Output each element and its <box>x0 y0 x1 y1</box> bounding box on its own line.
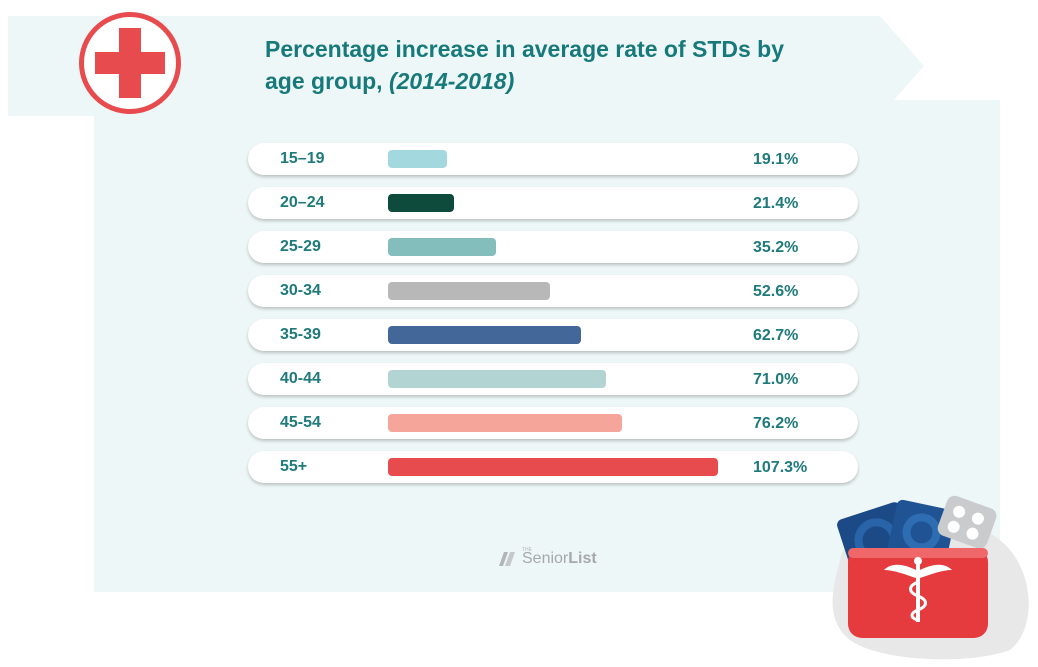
chart-title: Percentage increase in average rate of S… <box>265 33 825 97</box>
value-label: 35.2% <box>753 239 799 256</box>
value-label: 19.1% <box>753 151 799 168</box>
category-label: 15–19 <box>280 150 325 167</box>
value-label: 52.6% <box>753 283 799 300</box>
brand-prefix: THE <box>522 547 532 553</box>
bar-row: 20–24 21.4% <box>248 187 858 219</box>
bar-row: 35-39 62.7% <box>248 319 858 351</box>
medical-kit-icon <box>832 495 1029 660</box>
value-label: 62.7% <box>753 327 799 344</box>
value-label: 71.0% <box>753 371 799 388</box>
category-label: 45-54 <box>280 414 321 431</box>
brand-name-bold: List <box>568 550 597 567</box>
value-label: 21.4% <box>753 195 799 212</box>
category-label: 35-39 <box>280 326 321 343</box>
brand-name: SeniorList <box>522 550 597 568</box>
bar-row: 30-34 52.6% <box>248 275 858 307</box>
bar-row: 45-54 76.2% <box>248 407 858 439</box>
category-label: 30-34 <box>280 282 321 299</box>
bar <box>388 326 581 344</box>
bar-row: 25-29 35.2% <box>248 231 858 263</box>
senior-list-logo-icon <box>499 552 515 566</box>
category-label: 40-44 <box>280 370 321 387</box>
title-main: Percentage increase in average rate of S… <box>265 36 785 94</box>
bar <box>388 414 623 432</box>
bar <box>388 194 454 212</box>
bar-row: 55+ 107.3% <box>248 451 858 483</box>
bar <box>388 238 497 256</box>
brand-logo: THE SeniorList <box>496 547 597 571</box>
bar <box>388 370 607 388</box>
value-label: 107.3% <box>753 459 808 476</box>
title-banner <box>8 16 924 116</box>
medical-cross-icon <box>79 12 181 114</box>
bar <box>388 282 550 300</box>
category-label: 25-29 <box>280 238 321 255</box>
bar <box>388 458 718 476</box>
category-label: 20–24 <box>280 194 325 211</box>
bar <box>388 150 447 168</box>
bar-row: 15–19 19.1% <box>248 143 858 175</box>
title-period: (2014-2018) <box>388 68 515 94</box>
value-label: 76.2% <box>753 415 799 432</box>
brand-name-light: Senior <box>522 550 569 567</box>
category-label: 55+ <box>280 458 308 475</box>
bar-row: 40-44 71.0% <box>248 363 858 395</box>
